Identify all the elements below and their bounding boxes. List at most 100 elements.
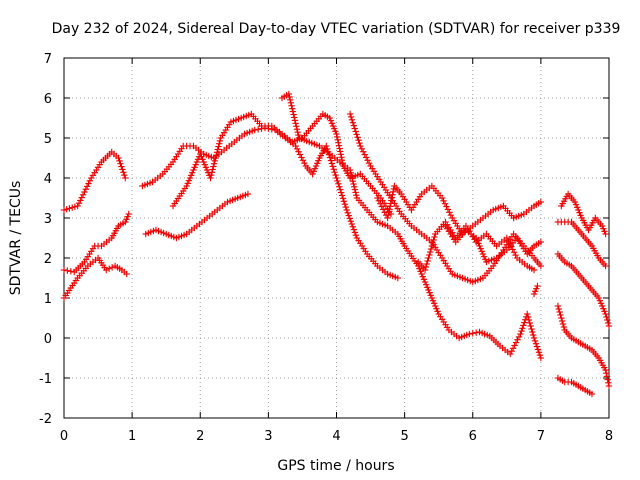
data-point <box>394 274 402 282</box>
series-sat-a <box>60 148 129 214</box>
data-point <box>286 93 293 101</box>
data-point <box>604 319 612 327</box>
series-sat-n <box>554 218 609 270</box>
data-point <box>215 143 222 150</box>
data-point <box>347 113 355 121</box>
data-point <box>82 186 89 193</box>
data-point <box>295 148 302 155</box>
data-point <box>536 351 544 359</box>
data-point <box>560 323 568 331</box>
data-point <box>216 140 223 147</box>
data-point <box>116 157 123 165</box>
data-point <box>554 302 562 310</box>
data-point <box>375 197 383 205</box>
data-point <box>441 200 449 207</box>
data-point <box>602 230 609 238</box>
data-point <box>125 210 132 218</box>
data-point <box>289 105 296 112</box>
data-point <box>214 146 221 153</box>
data-point <box>365 159 373 167</box>
data-point <box>329 163 336 170</box>
data-point <box>532 340 540 347</box>
data-point <box>351 186 359 193</box>
data-point <box>337 148 344 155</box>
data-point <box>559 320 567 328</box>
data-point <box>251 126 258 134</box>
data-point <box>210 160 218 167</box>
data-point <box>301 159 308 167</box>
data-point <box>426 248 434 256</box>
data-point <box>74 202 81 210</box>
data-point <box>119 166 126 173</box>
data-point <box>537 198 545 206</box>
data-point <box>337 186 344 193</box>
series-sat-k <box>442 222 545 266</box>
data-point <box>347 169 355 176</box>
series-sat-o <box>554 250 613 330</box>
data-point <box>331 168 338 176</box>
data-point <box>426 251 433 259</box>
data-point <box>351 229 359 236</box>
y-tick-label: 6 <box>44 92 52 107</box>
data-point <box>351 183 358 190</box>
data-point <box>387 200 394 207</box>
data-point <box>537 354 545 362</box>
data-point <box>388 194 396 201</box>
data-point <box>292 142 299 150</box>
data-point <box>440 197 447 205</box>
data-point <box>527 322 534 330</box>
data-point <box>604 376 611 383</box>
data-point <box>535 349 543 356</box>
x-tick-label: 7 <box>537 429 545 444</box>
data-point <box>605 322 613 330</box>
data-point <box>362 154 370 161</box>
series-sat-l <box>530 282 541 298</box>
data-point <box>377 200 384 207</box>
x-tick-label: 3 <box>264 429 272 444</box>
data-point <box>347 218 355 225</box>
data-point <box>337 189 345 196</box>
data-point <box>355 136 362 144</box>
data-point <box>518 327 525 335</box>
data-point <box>354 134 361 141</box>
axis-ticks: 0 1 2 3 4 5 6 7 8 -2 -1 0 1 2 3 4 5 6 7 <box>39 52 613 444</box>
data-point <box>352 232 360 239</box>
data-point <box>296 151 304 158</box>
data-point <box>605 379 612 386</box>
y-tick-label: 2 <box>44 252 52 267</box>
x-tick-label: 8 <box>605 429 613 444</box>
data-point <box>358 145 366 153</box>
data-point <box>557 311 564 319</box>
data-point <box>118 163 125 170</box>
data-point <box>350 122 358 129</box>
y-tick-label: -1 <box>39 372 52 387</box>
data-point <box>120 169 127 176</box>
data-point <box>447 211 455 219</box>
data-point <box>343 206 350 214</box>
data-point <box>207 174 214 182</box>
data-point <box>209 166 216 173</box>
data-point <box>386 206 393 213</box>
data-point <box>345 212 352 219</box>
data-point <box>443 203 450 210</box>
data-point <box>512 251 519 259</box>
data-point <box>509 246 516 253</box>
data-point <box>602 310 609 318</box>
x-tick-label: 5 <box>400 429 408 444</box>
data-point <box>524 313 532 321</box>
data-point <box>558 314 565 322</box>
data-point <box>290 111 297 118</box>
data-point <box>534 282 541 290</box>
data-point <box>352 189 359 196</box>
data-point <box>530 266 538 274</box>
data-point <box>86 177 94 184</box>
data-point <box>348 220 356 228</box>
data-point <box>340 198 348 205</box>
data-point <box>83 183 91 190</box>
data-point <box>335 142 343 149</box>
data-point <box>350 226 358 233</box>
data-point <box>254 126 262 133</box>
series-sat-g <box>278 90 545 362</box>
data-point <box>603 370 610 377</box>
data-point <box>525 316 533 324</box>
